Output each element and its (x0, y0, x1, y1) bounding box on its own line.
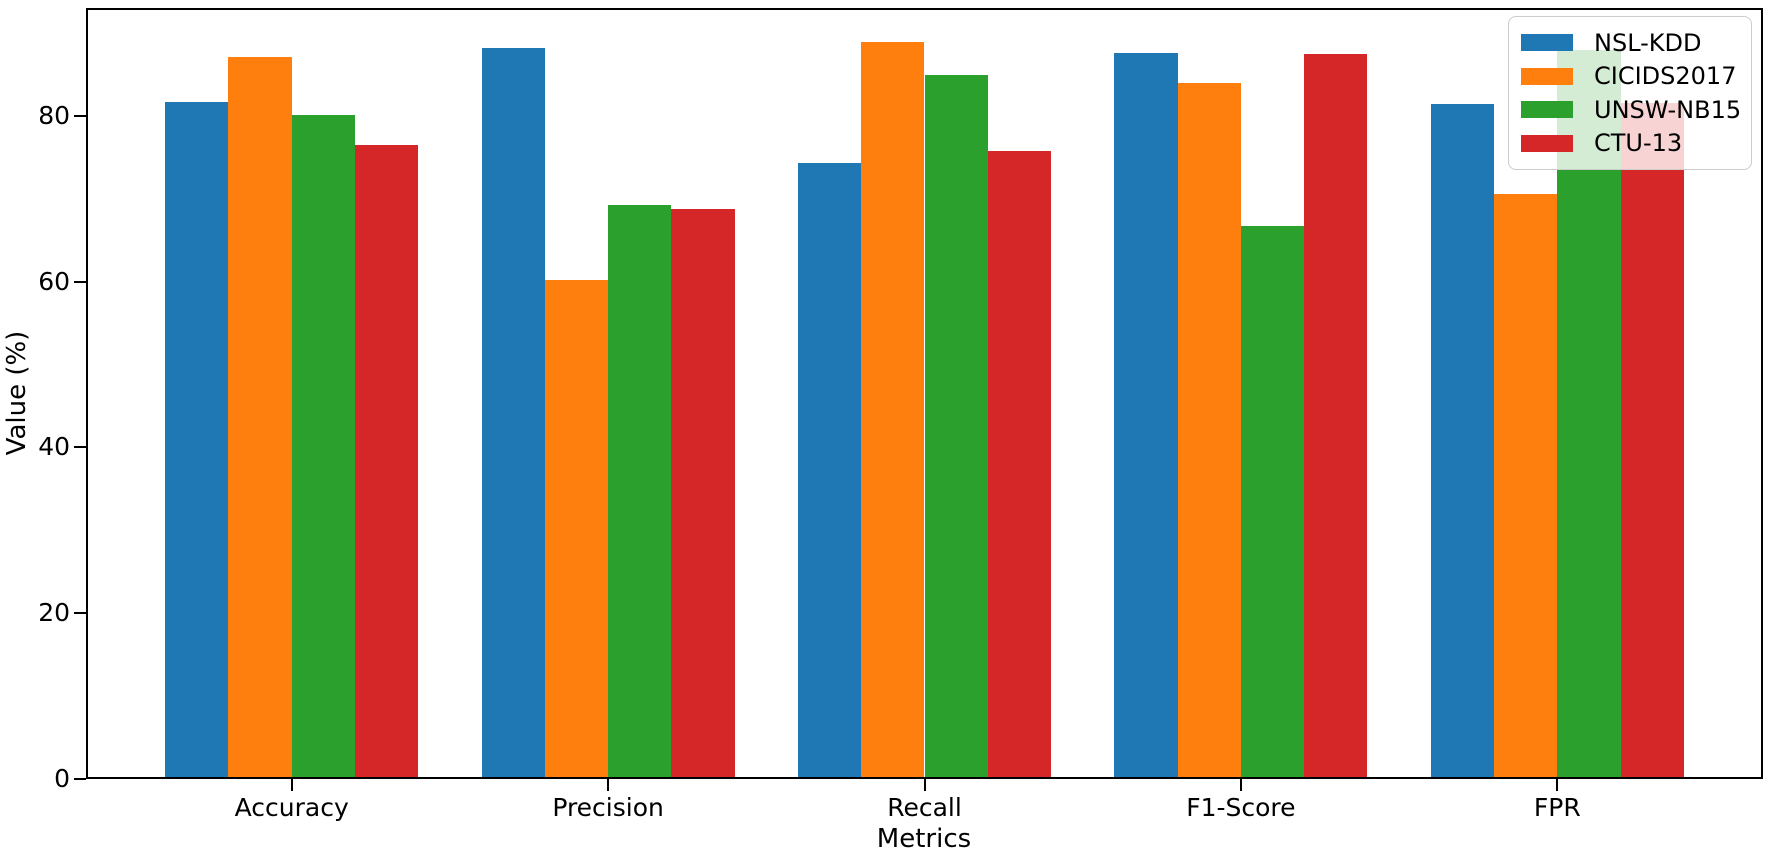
bar-nsl-kdd-fpr (1430, 104, 1495, 779)
legend-item: CTU-13 (1521, 127, 1739, 161)
x-tick-label: Accuracy (234, 793, 349, 822)
x-tick-label: Precision (552, 793, 664, 822)
y-tick-label: 60 (38, 266, 70, 296)
x-axis-label: Metrics (876, 824, 972, 854)
legend-box: NSL-KDD CICIDS2017 UNSW-NB15 CTU-13 (1508, 16, 1752, 170)
bar-ctu-13-fpr (1620, 102, 1684, 779)
bar-cicids2017-accuracy (228, 56, 292, 779)
x-tick (1556, 779, 1559, 791)
legend-item: CICIDS2017 (1521, 60, 1739, 94)
y-tick (74, 114, 86, 117)
y-tick (74, 778, 86, 780)
x-tick-label: Recall (887, 793, 962, 822)
bar-ctu-13-precision (671, 208, 735, 779)
y-axis-label: Value (%) (2, 330, 32, 456)
x-tick (290, 779, 293, 791)
bar-unsw-nb15-recall (924, 75, 988, 779)
x-tick-label: FPR (1533, 793, 1581, 822)
x-tick (923, 779, 926, 791)
legend-label: UNSW-NB15 (1594, 95, 1742, 124)
bar-nsl-kdd-recall (797, 163, 862, 779)
bar-nsl-kdd-f1-score (1114, 52, 1178, 779)
legend-item: UNSW-NB15 (1521, 93, 1742, 127)
legend-swatch-ctu-13 (1521, 134, 1573, 152)
legend-swatch-unsw-nb15 (1521, 101, 1573, 119)
bar-unsw-nb15-fpr (1557, 49, 1621, 779)
bar-ctu-13-f1-score (1304, 53, 1368, 779)
y-tick (74, 446, 86, 449)
legend-label: NSL-KDD (1594, 28, 1702, 57)
bar-unsw-nb15-f1-score (1240, 226, 1305, 779)
y-tick (74, 612, 86, 615)
y-tick (74, 280, 86, 283)
y-tick-label: 0 (54, 764, 70, 793)
y-tick-label: 40 (38, 432, 70, 462)
bar-ctu-13-accuracy (355, 144, 419, 779)
x-tick-label: F1-Score (1186, 793, 1296, 822)
legend-label: CICIDS2017 (1594, 62, 1737, 91)
x-tick (607, 779, 610, 791)
bar-unsw-nb15-accuracy (291, 114, 355, 779)
bar-cicids2017-recall (861, 42, 925, 779)
y-tick-label: 80 (38, 100, 70, 130)
legend-label: CTU-13 (1594, 129, 1683, 158)
x-tick (1239, 779, 1242, 791)
bar-unsw-nb15-precision (608, 204, 672, 779)
y-tick-label: 20 (38, 598, 70, 628)
bar-nsl-kdd-precision (481, 47, 545, 779)
bar-nsl-kdd-accuracy (165, 101, 229, 779)
legend-item: NSL-KDD (1521, 26, 1739, 60)
bar-cicids2017-f1-score (1177, 83, 1241, 779)
legend-swatch-nsl-kdd (1521, 34, 1573, 52)
bar-cicids2017-fpr (1494, 193, 1558, 779)
bar-cicids2017-precision (544, 279, 609, 779)
legend-swatch-cicids2017 (1521, 67, 1573, 85)
bar-ctu-13-recall (987, 150, 1052, 779)
